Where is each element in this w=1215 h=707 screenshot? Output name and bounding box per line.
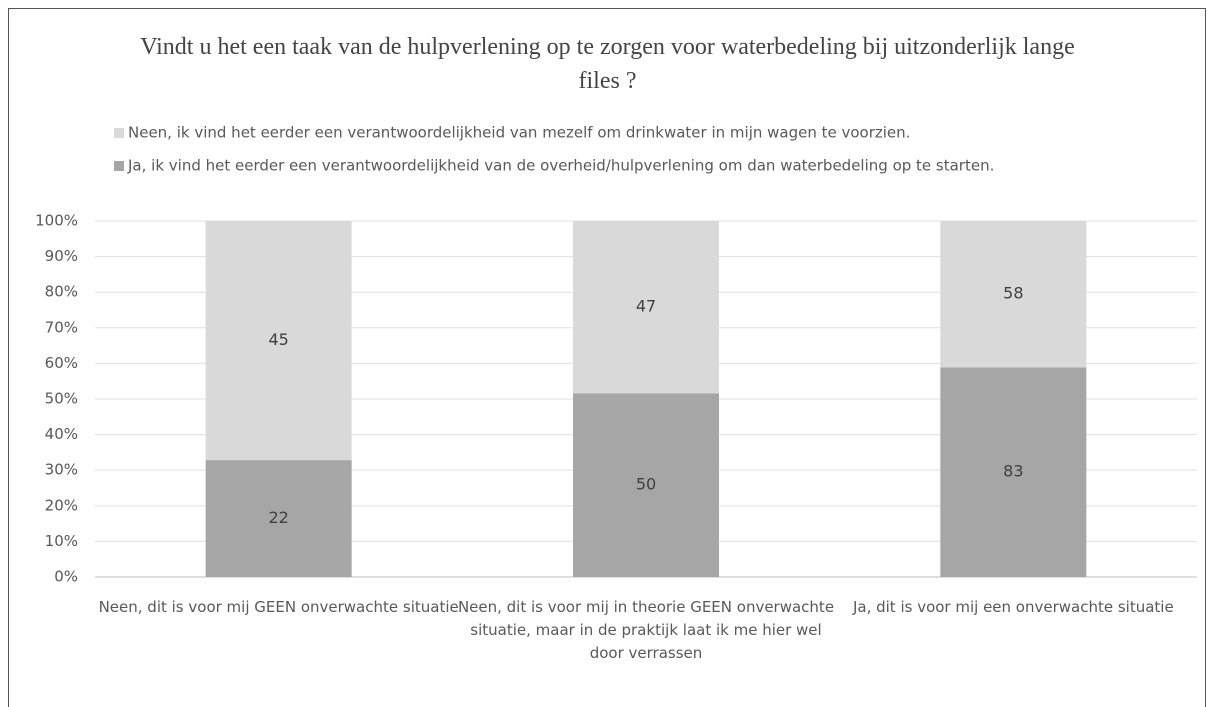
data-label: 22 xyxy=(268,508,288,527)
data-label: 47 xyxy=(636,297,656,316)
chart-title: Vindt u het een taak van de hulpverlenin… xyxy=(140,34,1075,94)
x-tick-label: Ja, dit is voor mij een onverwachte situ… xyxy=(852,598,1174,616)
legend-swatch xyxy=(114,128,124,138)
bar-segment xyxy=(940,221,1087,368)
bar-segment xyxy=(573,393,719,577)
y-tick-label: 40% xyxy=(45,425,78,443)
y-tick-label: 80% xyxy=(45,283,78,301)
y-tick-label: 0% xyxy=(54,568,78,586)
legend-swatch xyxy=(114,161,124,171)
legend-label: Neen, ik vind het eerder een verantwoord… xyxy=(128,124,910,142)
y-tick-label: 10% xyxy=(45,532,78,550)
data-label: 83 xyxy=(1003,462,1023,481)
y-tick-label: 30% xyxy=(45,461,78,479)
y-tick-label: 70% xyxy=(45,318,78,336)
y-tick-label: 20% xyxy=(45,496,78,514)
data-label: 45 xyxy=(268,330,288,349)
y-tick-label: 60% xyxy=(45,354,78,372)
y-tick-label: 90% xyxy=(45,247,78,265)
x-tick-label: Neen, dit is voor mij in theorie GEEN on… xyxy=(457,598,835,662)
bar-segment xyxy=(205,221,352,461)
bar-segment xyxy=(205,460,352,577)
chart-frame xyxy=(8,8,1206,707)
data-label: 50 xyxy=(636,475,656,494)
x-tick-label: Neen, dit is voor mij GEEN onverwachte s… xyxy=(98,598,459,616)
bar-segment xyxy=(573,221,719,394)
legend-label: Ja, ik vind het eerder een verantwoordel… xyxy=(127,157,994,175)
y-tick-label: 100% xyxy=(35,212,78,230)
data-label: 58 xyxy=(1003,284,1023,303)
bar-segment xyxy=(940,367,1087,577)
y-tick-label: 50% xyxy=(45,390,78,408)
